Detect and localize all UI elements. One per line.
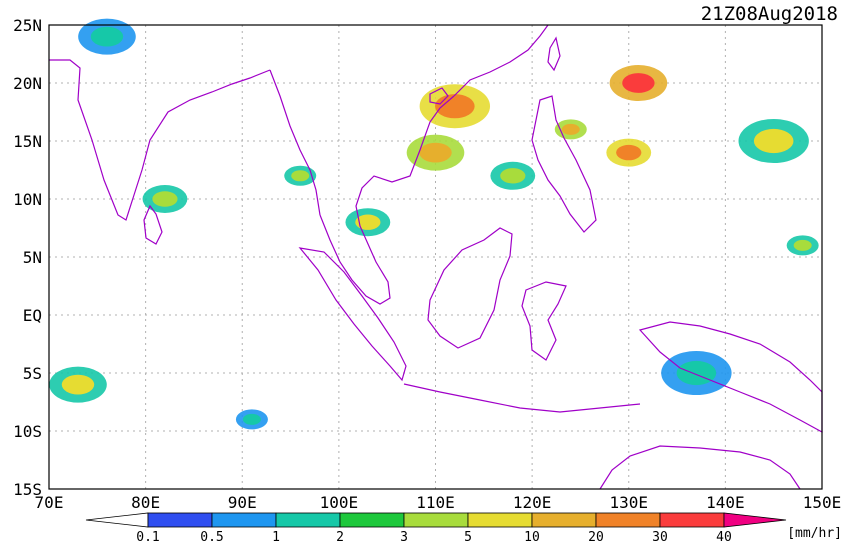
coastline-sulawesi	[521, 281, 567, 361]
lon-label: 150E	[803, 493, 842, 512]
rain-cell-core	[291, 170, 310, 182]
lat-label: 5N	[23, 248, 42, 267]
lon-label: 80E	[131, 493, 160, 512]
lat-label: 20N	[13, 74, 42, 93]
lon-label: 130E	[609, 493, 648, 512]
colorbar-tick-label: 1	[272, 530, 280, 544]
coastline-malay-peninsula	[319, 95, 455, 305]
lon-label: 90E	[228, 493, 257, 512]
coastlines	[49, 24, 823, 490]
lat-label: EQ	[23, 306, 42, 325]
rain-cell-core	[676, 360, 717, 386]
lon-label: 140E	[706, 493, 745, 512]
colorbar-segment	[339, 512, 405, 528]
lat-label: 5S	[23, 364, 42, 383]
rain-cell-core	[793, 239, 812, 251]
lon-label: 110E	[416, 493, 455, 512]
rain-cell-core	[242, 413, 261, 425]
rain-cell-core	[561, 123, 580, 135]
colorbar-tick-label: 40	[716, 530, 732, 544]
lon-label: 120E	[513, 493, 552, 512]
rain-cell-core	[435, 94, 475, 119]
lat-label: 15S	[13, 480, 42, 499]
lat-label: 25N	[13, 16, 42, 35]
coastline-taiwan	[547, 36, 561, 72]
colorbar-lower-extend	[85, 512, 149, 528]
latitude-labels: 25N 20N 15N 10N 5N EQ 5S 10S 15S	[13, 16, 42, 499]
rain-cell-core	[419, 142, 452, 163]
colorbar-tick-label: 2	[336, 530, 344, 544]
coastline-borneo	[427, 227, 513, 349]
colorbar-segment	[659, 512, 725, 528]
colorbar-segment	[531, 512, 597, 528]
coastline-sumatra	[298, 247, 407, 382]
colorbar-upper-extend	[723, 512, 787, 528]
rain-cell-core	[152, 191, 178, 207]
colorbar-segment	[211, 512, 277, 528]
rain-cell-core	[355, 214, 381, 230]
colorbar: 0.1 0.5 1 2 3 5 10 20 30 40	[85, 512, 787, 544]
coastline-hainan	[429, 87, 449, 105]
lat-label: 15N	[13, 132, 42, 151]
colorbar-tick-label: 5	[464, 530, 472, 544]
lon-label: 70E	[35, 493, 64, 512]
colorbar-segment	[595, 512, 661, 528]
rain-cell-core	[500, 168, 526, 184]
map-plot-area	[48, 18, 823, 490]
rain-cell-core	[90, 26, 124, 47]
map-frame	[48, 24, 823, 490]
rain-cell-core	[61, 374, 95, 395]
map-timestamp: 21Z08Aug2018	[701, 3, 838, 25]
colorbar-tick-label: 0.5	[200, 530, 223, 544]
colorbar-segment	[275, 512, 341, 528]
coastline-java	[403, 383, 641, 413]
coastline-india	[49, 59, 271, 221]
colorbar-tick-label: 30	[652, 530, 668, 544]
colorbar-units: [mm/hr]	[787, 526, 842, 541]
colorbar-tick-label: 10	[524, 530, 540, 544]
colorbar-segment	[403, 512, 469, 528]
colorbar-tick-label: 3	[400, 530, 408, 544]
longitude-labels: 70E 80E 90E 100E 110E 120E 130E 140E 150E	[35, 493, 842, 512]
colorbar-tick-label: 0.1	[136, 530, 159, 544]
coastline-myanmar	[269, 69, 321, 216]
rain-cell-core	[622, 73, 655, 93]
coastline-sri-lanka	[143, 204, 163, 245]
colorbar-segment	[467, 512, 533, 528]
lat-label: 10N	[13, 190, 42, 209]
colorbar-segment	[147, 512, 213, 528]
rain-cell-core	[753, 128, 794, 154]
precipitation-layer	[49, 18, 819, 430]
lat-label: 10S	[13, 422, 42, 441]
coastline-china	[453, 24, 549, 97]
coastline-australia	[599, 445, 801, 490]
rain-cell-core	[616, 144, 642, 161]
colorbar-tick-label: 20	[588, 530, 604, 544]
coastline-philippines	[531, 95, 597, 233]
lon-label: 100E	[320, 493, 359, 512]
